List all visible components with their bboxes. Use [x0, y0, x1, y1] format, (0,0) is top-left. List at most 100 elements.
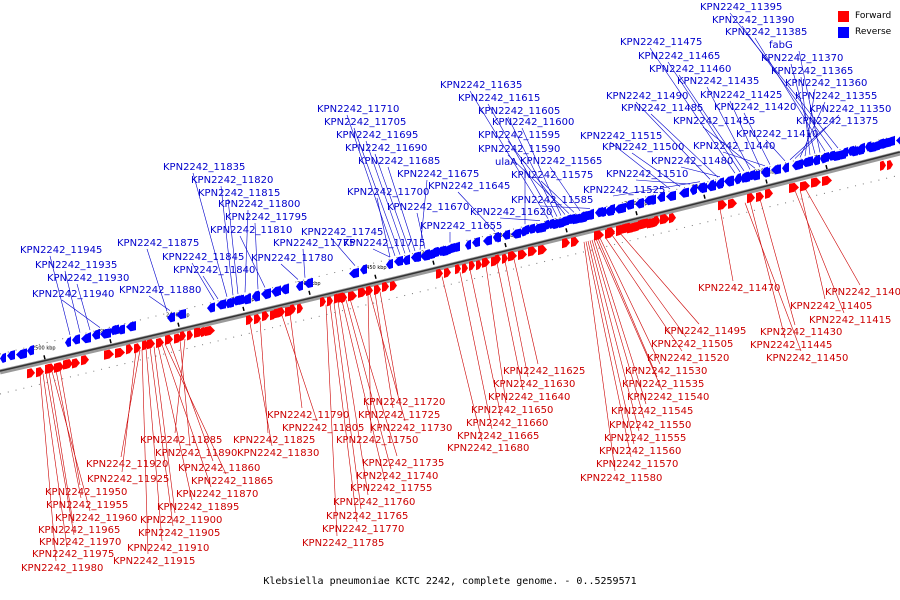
forward-gene-arrow [822, 175, 832, 186]
forward-gene-arrow [502, 253, 508, 264]
forward-gene-label: KPN2242_11955 [46, 500, 128, 511]
sequence-axis-line [0, 151, 900, 372]
reverse-gene-label: KPN2242_11390 [712, 15, 794, 26]
label-connector [387, 166, 416, 252]
forward-gene-label: KPN2242_11640 [488, 392, 570, 403]
label-connector [59, 369, 81, 486]
label-connector [587, 240, 635, 445]
label-connector [379, 291, 399, 396]
reverse-gene-arrow [747, 170, 755, 181]
forward-gene-label: KPN2242_11495 [664, 326, 746, 337]
label-connector [457, 191, 496, 232]
reverse-gene-label: KPN2242_11635 [440, 80, 522, 91]
reverse-gene-arrow [394, 255, 403, 267]
forward-gene-label: KPN2242_11720 [363, 397, 445, 408]
reverse-gene-arrow [18, 348, 27, 359]
forward-gene-arrow [374, 284, 381, 295]
forward-gene-label: KPN2242_11900 [140, 515, 222, 526]
forward-gene-label: KPN2242_11910 [127, 543, 209, 554]
reverse-gene-label: KPN2242_11930 [47, 273, 129, 284]
reverse-gene-arrow [304, 277, 313, 289]
label-connector [179, 340, 191, 447]
axis-tick [635, 211, 638, 216]
reverse-gene-label: KPN2242_11940 [32, 289, 114, 300]
label-connector [593, 239, 647, 405]
reverse-gene-arrow [360, 264, 367, 275]
label-connector [790, 63, 816, 154]
forward-gene-label: KPN2242_11965 [38, 525, 120, 536]
reverse-gene-arrow [386, 258, 393, 270]
reverse-gene-arrow [112, 324, 119, 335]
reverse-gene-arrow [415, 251, 421, 263]
reverse-swatch [838, 26, 849, 38]
label-connectors [39, 12, 861, 562]
forward-gene-label: KPN2242_11895 [157, 502, 239, 513]
label-connector [441, 276, 483, 442]
reverse-gene-arrow [657, 191, 665, 203]
reverse-gene-arrow [697, 182, 705, 193]
reverse-gene-arrow [857, 143, 865, 154]
reverse-gene-label: KPN2242_11935 [35, 260, 117, 271]
reverse-gene-arrow [804, 156, 813, 167]
reverse-gene-label: KPN2242_11435 [677, 76, 759, 87]
reverse-gene-label: KPN2242_11710 [317, 104, 399, 115]
reverse-gene-arrow [527, 223, 535, 234]
reverse-gene-arrow [724, 175, 733, 186]
reverse-gene-label: KPN2242_11700 [347, 187, 429, 198]
reverse-gene-arrow [28, 344, 34, 356]
reverse-gene-arrow [0, 352, 6, 363]
reverse-gene-arrow [600, 206, 606, 217]
forward-gene-arrow [647, 218, 653, 229]
label-connector [121, 350, 137, 473]
reverse-gene-arrow [560, 216, 566, 227]
label-connector [459, 272, 493, 430]
forward-gene-label: KPN2242_11865 [191, 476, 273, 487]
legend-forward: Forward [838, 8, 891, 24]
reverse-gene-arrow [866, 142, 876, 153]
reverse-gene-arrow [422, 249, 430, 260]
reverse-gene-label: KPN2242_11410 [736, 129, 818, 140]
legend-reverse-label: Reverse [855, 27, 892, 37]
axis-tick [565, 228, 568, 233]
label-connector [765, 139, 786, 162]
reverse-gene-arrow [827, 150, 835, 161]
reverse-gene-label: KPN2242_11685 [358, 156, 440, 167]
reverse-gene-arrow [762, 167, 770, 178]
forward-gene-label: KPN2242_11450 [766, 353, 848, 364]
reverse-gene-arrow [520, 226, 526, 237]
reverse-gene-arrow [349, 267, 359, 279]
forward-gene-arrow [640, 219, 646, 230]
forward-gene-label: KPN2242_11535 [622, 379, 704, 390]
label-connector [619, 232, 700, 325]
forward-gene-label: KPN2242_11550 [609, 420, 691, 431]
reverse-gene-arrow [427, 248, 435, 260]
label-connector [794, 190, 845, 314]
label-connector [609, 141, 671, 190]
label-connector [729, 12, 839, 149]
axis-tick-label: 2500 kbp [32, 345, 56, 351]
label-connector [148, 295, 171, 311]
reverse-gene-arrow [666, 190, 676, 201]
reverse-gene-label: KPN2242_11585 [511, 195, 593, 206]
reverse-gene-arrow [126, 321, 136, 332]
label-connector [706, 86, 751, 170]
reverse-gene-arrow [483, 235, 492, 246]
forward-gene-label: KPN2242_11625 [503, 366, 585, 377]
label-connector [157, 345, 193, 501]
forward-gene-arrow [126, 344, 133, 355]
axis-tick [825, 164, 828, 170]
reverse-gene-label: KPN2242_11945 [20, 245, 102, 256]
label-connector [487, 103, 554, 218]
reverse-gene-label: KPN2242_11490 [606, 91, 688, 102]
reverse-gene-label: KPN2242_11645 [428, 181, 510, 192]
reverse-gene-arrow [176, 308, 186, 320]
reverse-gene-arrow [644, 195, 653, 206]
reverse-gene-arrow [716, 178, 723, 189]
reverse-gene-label: KPN2242_11745 [301, 227, 383, 238]
forward-gene-label: KPN2242_11665 [457, 431, 539, 442]
reverse-gene-arrow [92, 329, 100, 340]
reverse-gene-label: KPN2242_11780 [251, 253, 333, 264]
label-connector [202, 275, 219, 300]
label-connector [759, 198, 796, 326]
